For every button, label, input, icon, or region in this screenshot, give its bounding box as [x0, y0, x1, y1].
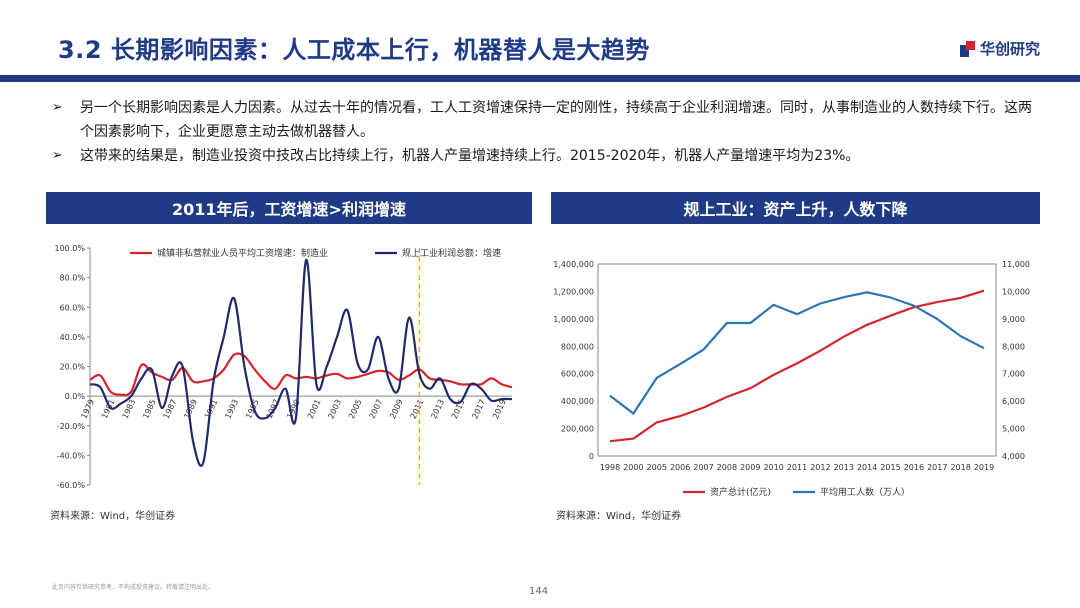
bullet-text: 另一个长期影响因素是人力因素。从过去十年的情况看，工人工资增速保持一定的刚性，持…: [80, 100, 1032, 140]
x-tick-label: 2012: [810, 463, 830, 472]
x-tick-label: 2005: [347, 398, 364, 420]
x-tick-label: 2000: [623, 463, 643, 472]
x-tick-label: 2005: [647, 463, 667, 472]
footer-disclaimer: 此页内容仅供研究参考，不构成投资建议。转载请注明出处。: [52, 584, 215, 591]
y-tick-label: 80.0%: [60, 274, 86, 283]
x-tick-label: 2019: [974, 463, 994, 472]
x-tick-label: 1989: [182, 398, 199, 420]
bullet-item: ➢ 另一个长期影响因素是人力因素。从过去十年的情况看，工人工资增速保持一定的刚性…: [52, 96, 1042, 144]
y-right-tick-label: 6,000: [1002, 397, 1025, 406]
y-left-tick-label: 1,400,000: [553, 260, 594, 269]
y-left-tick-label: 800,000: [561, 342, 594, 351]
x-tick-label: 2007: [693, 463, 713, 472]
y-tick-label: 0.0%: [65, 392, 86, 401]
right-chart-title: 规上工业：资产上升，人数下降: [551, 192, 1040, 224]
header-divider: [0, 75, 1080, 82]
brand-mark-icon: [959, 40, 976, 57]
x-tick-label: 2015: [880, 463, 900, 472]
x-tick-label: 1987: [162, 398, 179, 420]
y-right-tick-label: 10,000: [1002, 287, 1030, 296]
x-tick-label: 2014: [857, 463, 877, 472]
x-tick-label: 2011: [409, 398, 426, 420]
bullet-list: ➢ 另一个长期影响因素是人力因素。从过去十年的情况看，工人工资增速保持一定的刚性…: [52, 96, 1042, 168]
x-tick-label: 1998: [600, 463, 620, 472]
x-tick-label: 2013: [834, 463, 854, 472]
y-tick-label: -60.0%: [57, 481, 86, 490]
x-tick-label: 1993: [223, 398, 240, 420]
x-tick-label: 2018: [950, 463, 970, 472]
legend-label: 平均用工人数（万人）: [820, 486, 910, 498]
page-title: 3.2 长期影响因素：人工成本上行，机器替人是大趋势: [58, 36, 650, 64]
legend-label: 城镇非私营就业人员平均工资增速：制造业: [157, 247, 328, 259]
x-tick-label: 1999: [285, 398, 302, 420]
bullet-item: ➢ 这带来的结果是，制造业投资中技改占比持续上行，机器人产量增速持续上行。201…: [52, 144, 1042, 168]
y-left-tick-label: 1,200,000: [553, 287, 594, 296]
y-right-tick-label: 4,000: [1002, 452, 1025, 461]
right-chart-source: 资料来源：Wind，华创证券: [556, 511, 682, 522]
y-tick-label: 20.0%: [60, 363, 86, 372]
y-left-tick-label: 400,000: [561, 397, 594, 406]
bullet-arrow-icon: ➢: [52, 100, 63, 115]
x-tick-label: 2013: [429, 398, 446, 420]
left-chart-source: 资料来源：Wind，华创证券: [50, 511, 176, 522]
y-left-tick-label: 200,000: [561, 425, 594, 434]
y-tick-label: 100.0%: [54, 244, 85, 253]
x-tick-label: 2011: [787, 463, 807, 472]
workers-line: [609, 291, 985, 416]
brand-name: 华创研究: [979, 40, 1040, 58]
assets-vs-workers-chart: 1,400,000 1,200,000 1,000,000 800,000 600,00…: [553, 260, 1030, 498]
x-tick-label: 2009: [740, 463, 760, 472]
profit-growth-line: [89, 258, 513, 467]
y-tick-label: 60.0%: [60, 303, 86, 312]
y-right-tick-label: 9,000: [1002, 315, 1025, 324]
wage-vs-profit-chart: 100.0% 80.0% 60.0% 40.0% 20.0% 0.0% -20.0% -40.…: [54, 244, 513, 490]
y-right-tick-label: 7,000: [1002, 370, 1025, 379]
x-tick-label: 2003: [326, 398, 343, 420]
x-tick-label: 2001: [306, 398, 323, 420]
page-number: 144: [529, 586, 549, 597]
x-tick-label: 2007: [368, 398, 385, 420]
x-tick-label: 2016: [904, 463, 924, 472]
y-left-tick-label: 0: [589, 452, 594, 461]
legend-label: 规上工业利润总额：增速: [402, 247, 501, 259]
x-tick-label: 2006: [670, 463, 690, 472]
x-tick-label: 2017: [927, 463, 947, 472]
y-right-tick-label: 11,000: [1002, 260, 1030, 269]
bullet-text: 这带来的结果是，制造业投资中技改占比持续上行，机器人产量增速持续上行。2015-…: [80, 148, 860, 164]
plot-frame: [597, 263, 997, 457]
y-left-tick-label: 600,000: [561, 370, 594, 379]
y-left-tick-label: 1,000,000: [553, 315, 594, 324]
y-tick-label: -40.0%: [57, 451, 86, 460]
left-chart-title: 2011年后，工资增速>利润增速: [46, 192, 532, 224]
x-tick-label: 2009: [388, 398, 405, 420]
brand-logo: 华创研究: [959, 38, 1040, 59]
y-right-tick-label: 8,000: [1002, 342, 1025, 351]
x-tick-label: 1985: [141, 398, 158, 420]
x-tick-label: 2008: [717, 463, 737, 472]
legend-label: 资产总计(亿元): [710, 486, 771, 498]
y-tick-label: 40.0%: [60, 333, 86, 342]
bullet-arrow-icon: ➢: [52, 148, 63, 163]
y-tick-label: -20.0%: [57, 422, 86, 431]
x-tick-label: 2010: [763, 463, 783, 472]
x-tick-label: 2017: [470, 398, 487, 420]
x-tick-label: 1979: [79, 398, 96, 420]
y-right-tick-label: 5,000: [1002, 425, 1025, 434]
assets-line: [609, 289, 985, 443]
